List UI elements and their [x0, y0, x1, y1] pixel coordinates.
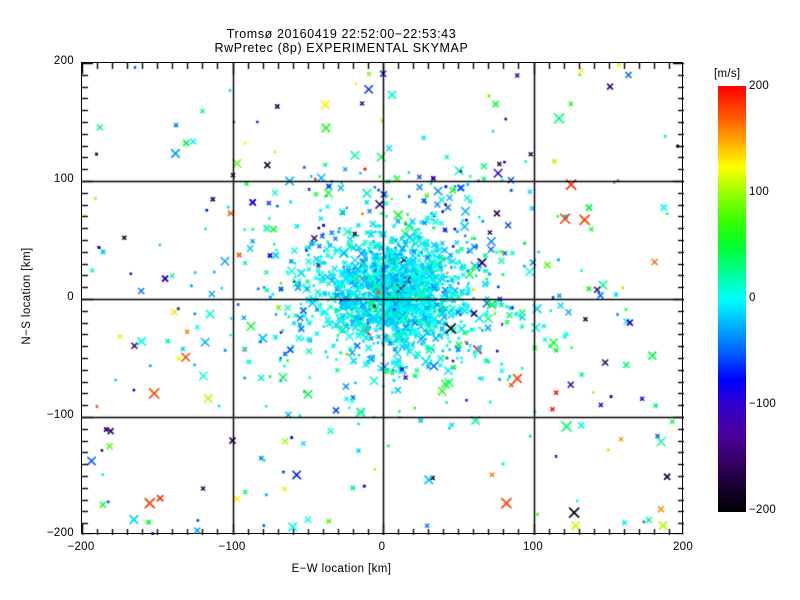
- plot-area[interactable]: [81, 62, 684, 535]
- ytick-m100: −100: [46, 409, 74, 421]
- colorbar-tick-0: 0: [749, 292, 756, 304]
- colorbar-tick-m200: −200: [749, 504, 777, 516]
- colorbar-gradient: [718, 86, 746, 512]
- chart-title-subtitle: RwPretec (8p) EXPERIMENTAL SKYMAP: [214, 41, 469, 55]
- y-axis-label: N−S location [km]: [21, 247, 33, 345]
- ytick-0: 0: [67, 291, 74, 303]
- xtick-m200: −200: [67, 541, 95, 553]
- colorbar-tick-m100: −100: [749, 398, 777, 410]
- ytick-200: 200: [53, 55, 74, 67]
- ytick-100: 100: [53, 173, 74, 185]
- colorbar-tick-200: 200: [749, 80, 770, 92]
- scatter-canvas[interactable]: [82, 63, 684, 535]
- chart-title: Tromsø 20160419 22:52:00−22:53:43 RwPret…: [0, 27, 683, 55]
- xtick-100: 100: [522, 541, 544, 553]
- xtick-0: 0: [378, 541, 386, 553]
- chart-title-line1: Tromsø 20160419 22:52:00−22:53:43: [226, 27, 457, 41]
- x-axis-label: E−W location [km]: [291, 563, 392, 575]
- xtick-200: 200: [672, 541, 694, 553]
- ytick-m200: −200: [46, 527, 74, 539]
- colorbar-tick-100: 100: [749, 186, 770, 198]
- colorbar[interactable]: [718, 86, 746, 512]
- xtick-m100: −100: [218, 541, 246, 553]
- colorbar-title: [m/s]: [714, 68, 741, 80]
